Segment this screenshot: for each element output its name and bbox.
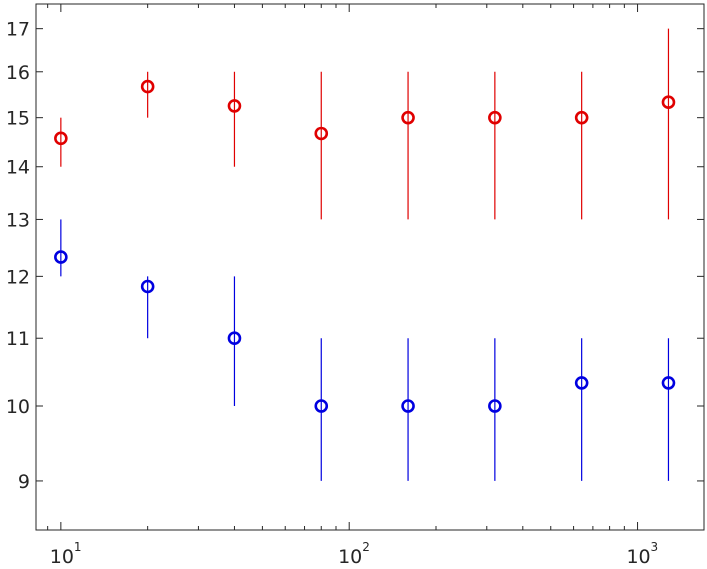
data-point: [401, 399, 415, 413]
data-point: [314, 399, 329, 413]
x-tick-label: 10: [338, 546, 362, 568]
data-point: [227, 99, 242, 113]
plot-area: [35, 3, 705, 531]
y-tick-label: 11: [6, 328, 30, 350]
y-tick-label: 9: [18, 471, 30, 493]
x-tick-exponent: 3: [651, 540, 659, 554]
x-tick-label: 10: [50, 546, 74, 568]
x-tick-exponent: 1: [74, 540, 82, 554]
series-1: [54, 219, 676, 481]
series-0: [54, 28, 676, 220]
y-tick-label: 14: [6, 157, 30, 179]
data-point: [488, 110, 502, 125]
data-point: [574, 110, 589, 125]
y-tick-label: 13: [6, 209, 30, 231]
data-point: [227, 331, 242, 346]
y-tick-label: 15: [6, 108, 30, 130]
data-point: [54, 250, 68, 264]
x-tick-label: 10: [626, 546, 650, 568]
data-point: [401, 110, 415, 125]
data-point: [140, 79, 155, 94]
data-point: [140, 279, 155, 294]
y-tick-label: 17: [6, 19, 30, 41]
y-tick-label: 12: [6, 266, 30, 288]
x-tick-exponent: 2: [362, 540, 370, 554]
data-point: [314, 126, 329, 141]
data-point: [661, 376, 676, 390]
y-tick-label: 16: [6, 62, 30, 84]
data-series: [54, 28, 676, 481]
data-point: [574, 376, 589, 390]
data-point: [661, 95, 676, 109]
y-tick-label: 10: [6, 396, 30, 418]
data-point: [488, 399, 502, 413]
data-point: [54, 131, 68, 146]
